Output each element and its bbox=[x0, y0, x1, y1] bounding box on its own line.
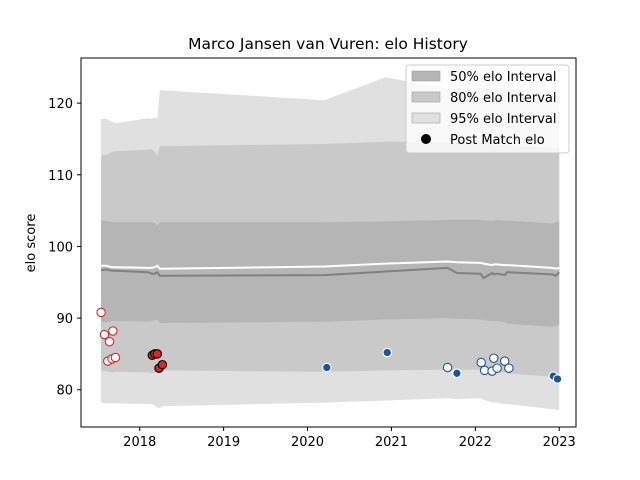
post-match-elo-point bbox=[476, 357, 486, 368]
legend-label: Post Match elo bbox=[450, 133, 545, 148]
y-axis-label: elo score bbox=[24, 214, 39, 273]
x-tick-label: 2021 bbox=[375, 435, 408, 450]
post-match-elo-point bbox=[489, 353, 499, 363]
legend-label: 80% elo Interval bbox=[450, 91, 557, 106]
post-match-elo-point bbox=[322, 362, 332, 373]
post-match-elo-point bbox=[99, 329, 110, 340]
post-match-elo-point bbox=[442, 362, 453, 373]
y-tick-label: 120 bbox=[48, 97, 73, 112]
x-tick-label: 2019 bbox=[207, 435, 240, 450]
post-match-elo-point bbox=[96, 307, 106, 318]
legend-label: 95% elo Interval bbox=[450, 112, 557, 127]
post-match-elo-point bbox=[104, 336, 115, 347]
post-match-elo-point bbox=[152, 349, 163, 359]
x-tick-label: 2018 bbox=[123, 435, 156, 450]
band-50-interval bbox=[101, 219, 560, 327]
legend-label: 50% elo Interval bbox=[450, 70, 557, 85]
post-match-elo-point bbox=[552, 374, 563, 384]
x-tick-label: 2023 bbox=[543, 435, 576, 450]
y-tick-label: 110 bbox=[48, 169, 73, 184]
post-match-elo-point bbox=[452, 368, 462, 379]
post-match-elo-point bbox=[157, 359, 168, 370]
post-match-elo-point bbox=[382, 347, 392, 358]
median-elo-line bbox=[100, 266, 560, 280]
legend-swatch bbox=[411, 91, 441, 103]
x-tick-label: 2020 bbox=[291, 435, 324, 450]
y-tick-label: 100 bbox=[48, 240, 73, 255]
chart-title: Marco Jansen van Vuren: elo History bbox=[188, 35, 468, 53]
y-tick-label: 90 bbox=[56, 312, 73, 327]
legend-box bbox=[405, 64, 570, 154]
post-match-elo-point bbox=[504, 363, 514, 373]
post-match-elo-point bbox=[108, 326, 118, 336]
axes: 2018 2019 2020 2021 2022 2023 80 90 100 110 120 bbox=[48, 57, 577, 450]
y-tick-label: 80 bbox=[56, 384, 73, 399]
x-tick-label: 2022 bbox=[459, 435, 492, 450]
legend-swatch bbox=[411, 70, 441, 82]
plot-area bbox=[96, 77, 563, 411]
post-match-elo-point bbox=[499, 356, 510, 366]
legend-swatch bbox=[411, 112, 441, 124]
post-match-elo-point bbox=[492, 363, 502, 373]
legend-marker bbox=[421, 134, 431, 144]
legend: 50% elo Interval 80% elo Interval 95% elo … bbox=[405, 64, 570, 154]
axes-frame bbox=[80, 57, 577, 428]
mean-elo-line bbox=[101, 260, 560, 270]
post-match-elo-point bbox=[110, 352, 121, 363]
